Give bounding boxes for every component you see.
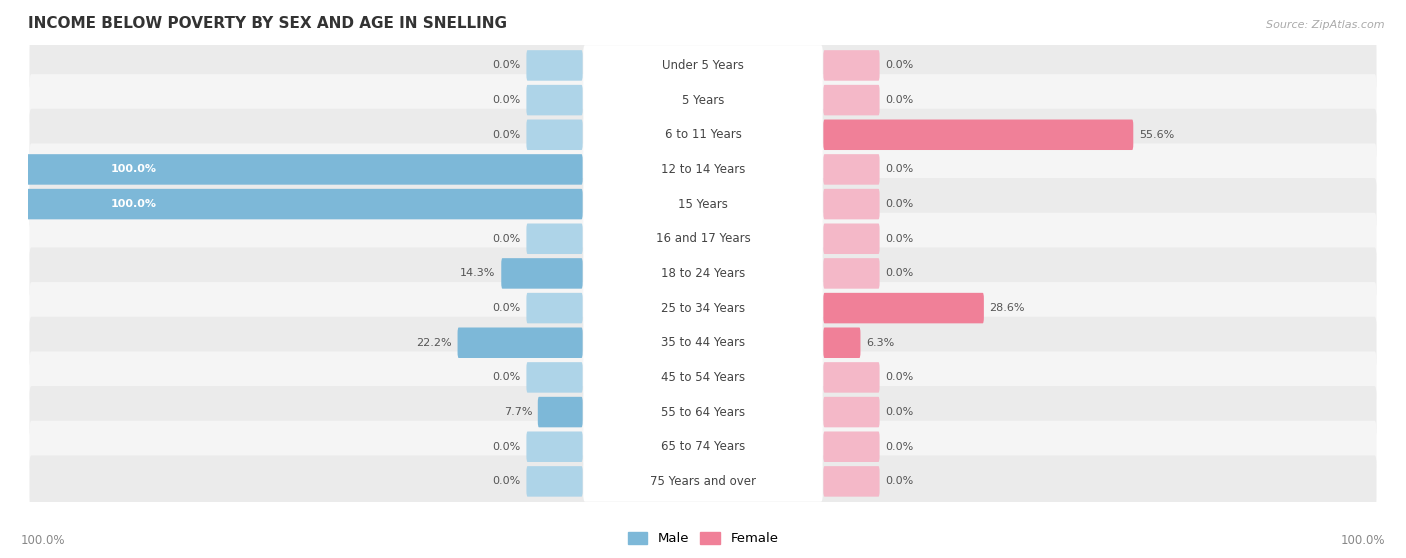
FancyBboxPatch shape xyxy=(824,224,880,254)
Text: 0.0%: 0.0% xyxy=(492,372,520,382)
Text: 22.2%: 22.2% xyxy=(416,338,451,348)
Text: 35 to 44 Years: 35 to 44 Years xyxy=(661,336,745,349)
Text: 28.6%: 28.6% xyxy=(990,303,1025,313)
Text: 6.3%: 6.3% xyxy=(866,338,894,348)
Text: 55.6%: 55.6% xyxy=(1139,130,1174,140)
FancyBboxPatch shape xyxy=(27,154,582,185)
FancyBboxPatch shape xyxy=(538,397,582,427)
FancyBboxPatch shape xyxy=(30,109,1376,161)
Text: Source: ZipAtlas.com: Source: ZipAtlas.com xyxy=(1267,20,1385,30)
FancyBboxPatch shape xyxy=(824,154,880,185)
Text: 16 and 17 Years: 16 and 17 Years xyxy=(655,232,751,246)
Text: 0.0%: 0.0% xyxy=(886,234,914,244)
Text: 0.0%: 0.0% xyxy=(492,234,520,244)
Text: 0.0%: 0.0% xyxy=(492,303,520,313)
FancyBboxPatch shape xyxy=(30,282,1376,334)
FancyBboxPatch shape xyxy=(824,119,1133,150)
Text: 6 to 11 Years: 6 to 11 Years xyxy=(665,128,741,141)
Text: 18 to 24 Years: 18 to 24 Years xyxy=(661,267,745,280)
FancyBboxPatch shape xyxy=(583,392,823,432)
Text: 100.0%: 100.0% xyxy=(21,534,66,547)
FancyBboxPatch shape xyxy=(583,253,823,294)
FancyBboxPatch shape xyxy=(824,328,860,358)
FancyBboxPatch shape xyxy=(526,293,582,323)
Text: 75 Years and over: 75 Years and over xyxy=(650,475,756,488)
FancyBboxPatch shape xyxy=(30,455,1376,507)
FancyBboxPatch shape xyxy=(526,466,582,497)
FancyBboxPatch shape xyxy=(30,352,1376,403)
Text: 0.0%: 0.0% xyxy=(492,442,520,452)
FancyBboxPatch shape xyxy=(30,247,1376,300)
FancyBboxPatch shape xyxy=(824,362,880,393)
FancyBboxPatch shape xyxy=(583,184,823,224)
FancyBboxPatch shape xyxy=(583,426,823,467)
FancyBboxPatch shape xyxy=(526,431,582,462)
FancyBboxPatch shape xyxy=(30,178,1376,230)
FancyBboxPatch shape xyxy=(526,119,582,150)
FancyBboxPatch shape xyxy=(526,362,582,393)
Text: 45 to 54 Years: 45 to 54 Years xyxy=(661,371,745,384)
FancyBboxPatch shape xyxy=(30,213,1376,264)
FancyBboxPatch shape xyxy=(824,431,880,462)
Text: 0.0%: 0.0% xyxy=(886,268,914,278)
FancyBboxPatch shape xyxy=(30,386,1376,438)
FancyBboxPatch shape xyxy=(502,258,582,288)
Text: 55 to 64 Years: 55 to 64 Years xyxy=(661,406,745,418)
Text: 25 to 34 Years: 25 to 34 Years xyxy=(661,301,745,315)
Legend: Male, Female: Male, Female xyxy=(623,527,783,551)
FancyBboxPatch shape xyxy=(583,461,823,502)
Text: 0.0%: 0.0% xyxy=(886,407,914,417)
Text: 100.0%: 100.0% xyxy=(111,165,157,175)
FancyBboxPatch shape xyxy=(583,288,823,328)
Text: 0.0%: 0.0% xyxy=(886,199,914,209)
FancyBboxPatch shape xyxy=(526,224,582,254)
FancyBboxPatch shape xyxy=(824,293,984,323)
Text: 0.0%: 0.0% xyxy=(492,95,520,105)
FancyBboxPatch shape xyxy=(583,357,823,398)
Text: 0.0%: 0.0% xyxy=(886,95,914,105)
FancyBboxPatch shape xyxy=(526,50,582,81)
FancyBboxPatch shape xyxy=(824,258,880,288)
Text: 0.0%: 0.0% xyxy=(492,60,520,70)
FancyBboxPatch shape xyxy=(824,466,880,497)
FancyBboxPatch shape xyxy=(583,114,823,155)
Text: INCOME BELOW POVERTY BY SEX AND AGE IN SNELLING: INCOME BELOW POVERTY BY SEX AND AGE IN S… xyxy=(28,16,508,31)
FancyBboxPatch shape xyxy=(30,74,1376,126)
FancyBboxPatch shape xyxy=(824,50,880,81)
FancyBboxPatch shape xyxy=(583,45,823,86)
Text: 100.0%: 100.0% xyxy=(111,199,157,209)
Text: 15 Years: 15 Years xyxy=(678,198,728,210)
FancyBboxPatch shape xyxy=(583,80,823,121)
FancyBboxPatch shape xyxy=(30,317,1376,369)
FancyBboxPatch shape xyxy=(583,323,823,363)
FancyBboxPatch shape xyxy=(824,397,880,427)
Text: 0.0%: 0.0% xyxy=(886,372,914,382)
Text: 0.0%: 0.0% xyxy=(886,60,914,70)
FancyBboxPatch shape xyxy=(824,85,880,116)
Text: 0.0%: 0.0% xyxy=(492,477,520,487)
FancyBboxPatch shape xyxy=(30,143,1376,195)
FancyBboxPatch shape xyxy=(583,149,823,190)
Text: 7.7%: 7.7% xyxy=(503,407,531,417)
FancyBboxPatch shape xyxy=(583,219,823,259)
Text: 12 to 14 Years: 12 to 14 Years xyxy=(661,163,745,176)
Text: 5 Years: 5 Years xyxy=(682,94,724,107)
FancyBboxPatch shape xyxy=(30,421,1376,473)
Text: 0.0%: 0.0% xyxy=(492,130,520,140)
Text: Under 5 Years: Under 5 Years xyxy=(662,59,744,72)
Text: 0.0%: 0.0% xyxy=(886,442,914,452)
Text: 14.3%: 14.3% xyxy=(460,268,496,278)
Text: 0.0%: 0.0% xyxy=(886,165,914,175)
Text: 100.0%: 100.0% xyxy=(1340,534,1385,547)
Text: 0.0%: 0.0% xyxy=(886,477,914,487)
FancyBboxPatch shape xyxy=(526,85,582,116)
FancyBboxPatch shape xyxy=(30,40,1376,92)
FancyBboxPatch shape xyxy=(824,189,880,219)
FancyBboxPatch shape xyxy=(457,328,582,358)
Text: 65 to 74 Years: 65 to 74 Years xyxy=(661,440,745,453)
FancyBboxPatch shape xyxy=(27,189,582,219)
